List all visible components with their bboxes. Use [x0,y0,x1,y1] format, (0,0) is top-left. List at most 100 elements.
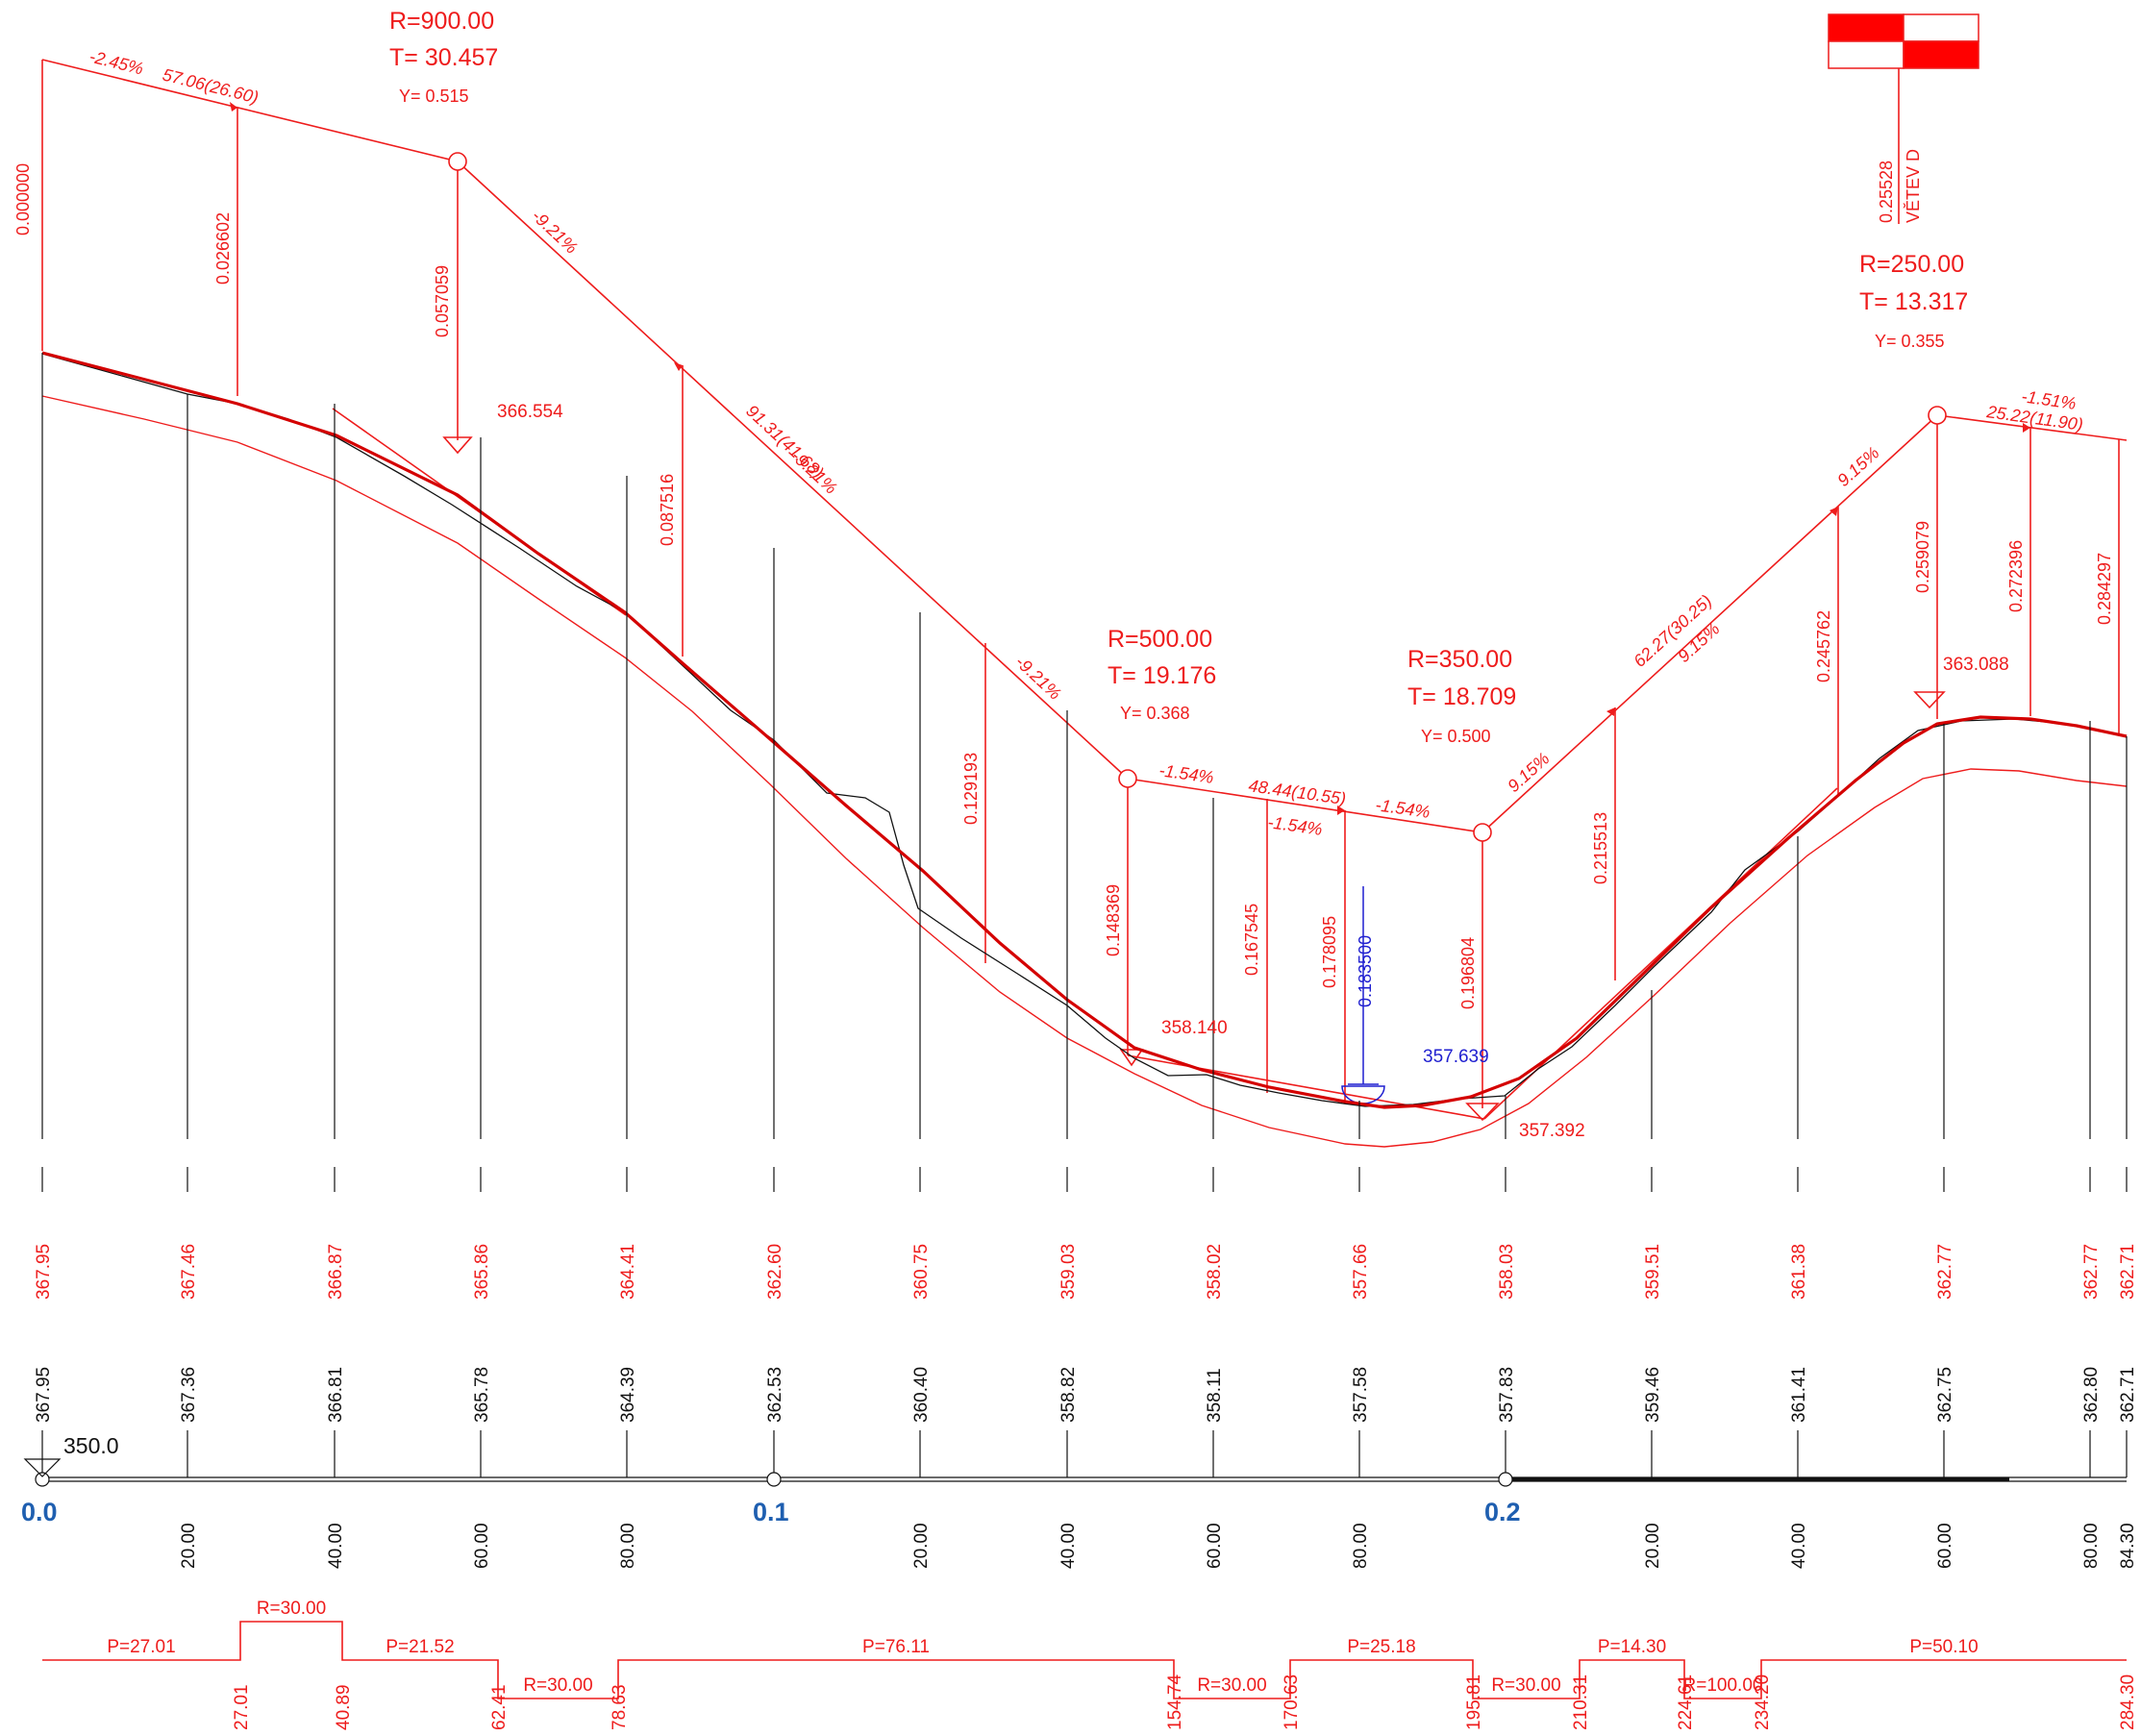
terrain-level-label: 361.41 [1789,1367,1809,1423]
alignment-segment-label: R=30.00 [1491,1675,1560,1696]
datum-triangle [23,1458,62,1477]
curve-radius: R=900.00 [389,8,494,35]
alignment-segment-label: P=27.01 [107,1637,175,1657]
alignment-break-label: 210.31 [1571,1674,1591,1730]
design-level-label: 362.71 [2118,1244,2138,1300]
curve-chord [1483,787,1838,1120]
alignment-break-label: 154.74 [1165,1674,1185,1730]
curve-level: 358.140 [1161,1018,1228,1038]
curve-level: 357.392 [1519,1121,1585,1141]
design-level-label: 361.38 [1789,1244,1809,1300]
chainage-label: 80.00 [618,1523,638,1569]
curve-tangent: T= 18.709 [1407,683,1516,710]
design-level-label: 360.75 [911,1244,932,1300]
chainage-major-label: 0.2 [1484,1498,1521,1526]
design-level-label: 359.03 [1058,1244,1079,1300]
alignment-break-label: 170.63 [1282,1674,1302,1730]
curve-tangent: T= 30.457 [389,44,498,71]
pvi-circle [448,152,467,171]
terrain-level-label: 360.40 [911,1367,932,1423]
ordinate-label: 0.259079 [1913,521,1932,593]
grade-arrows [230,102,2030,815]
alignment-segment-label: R=30.00 [1197,1675,1266,1696]
terrain-level-label: 367.36 [179,1367,199,1423]
alignment-break-label: 78.63 [610,1684,630,1730]
terrain-level-label: 357.83 [1497,1367,1517,1423]
chainage-label: 84.30 [2118,1523,2138,1569]
ordinate-label: 0.196804 [1458,937,1478,1009]
alignment-break-label: 40.89 [334,1684,354,1730]
tangent-polyline [41,59,2128,833]
curve-radius: R=500.00 [1108,626,1212,653]
chainage-label: 20.00 [1643,1523,1663,1569]
chainage-label: 80.00 [2081,1523,2102,1569]
design-level-label: 358.02 [1205,1244,1225,1300]
terrain-level-label: 359.46 [1643,1367,1663,1423]
design-level-label: 357.66 [1351,1244,1371,1300]
ordinate-label: 0.167545 [1242,904,1261,976]
alignment-break-label: 62.41 [489,1684,510,1730]
alignment-step-line [42,1621,2127,1699]
terrain-level-label: 357.58 [1351,1367,1371,1423]
chainage-label: 40.00 [326,1523,346,1569]
alignment-segment-label: R=100.00 [1683,1675,1763,1696]
curve-y: Y= 0.515 [399,87,469,106]
ordinate-label: 0.215513 [1591,812,1610,884]
terrain-level-label: 358.82 [1058,1367,1079,1423]
ordinate-label: 0.026602 [213,212,233,285]
grade-label: -2.45% [87,46,145,78]
pvi-circle [1473,823,1492,842]
grade-label: 9.15% [1504,749,1553,796]
chainage-label: 40.00 [1789,1523,1809,1569]
design-profile [41,351,2128,1109]
alignment-band: P=27.01 R=30.00 P=21.52 R=30.00 P=76.11 R=30.… [42,1599,2138,1730]
terrain-level-label: 362.71 [2118,1367,2138,1423]
level-triangle [442,436,473,455]
ordinate-label: 0.284297 [2095,553,2114,625]
design-level-label: 367.46 [179,1244,199,1300]
ordinate-label: 0.178095 [1320,916,1339,988]
alignment-segment-label: P=76.11 [862,1637,930,1657]
pvi-circle [1928,406,1947,425]
alignment-segment-label: R=30.00 [523,1675,592,1696]
low-point-ordinate: 0.183500 [1356,935,1375,1007]
chainage-major-label: 0.0 [21,1498,58,1526]
terrain-level-label: 362.80 [2081,1367,2102,1423]
curve-level: 363.088 [1943,655,2009,675]
grade-label: -1.54% [1266,812,1323,839]
alignment-break-label: 234.20 [1753,1674,1773,1730]
low-point-level: 357.639 [1423,1047,1489,1067]
ordinate-labels: 0.000000 0.026602 0.057059 0.087516 0.12… [13,149,2114,1009]
curve-y: Y= 0.368 [1120,704,1190,723]
ordinate-label: 0.057059 [433,265,452,337]
pvi-circle [1118,769,1137,788]
chainage-label: 40.00 [1058,1523,1079,1569]
grade-label: -1.54% [1158,760,1214,787]
ordinate-label: 0.129193 [961,753,981,825]
alignment-segment-label: P=25.18 [1347,1637,1415,1657]
curve-radius: R=350.00 [1407,646,1512,673]
design-level-label: 362.77 [1935,1244,1955,1300]
design-level-label: 366.87 [326,1244,346,1300]
terrain-level-label: 364.39 [618,1367,638,1423]
level-triangle [1913,691,1946,709]
curve-tangent: T= 13.317 [1859,288,1968,315]
curve-y: Y= 0.500 [1421,727,1491,746]
datum-label: 350.0 [63,1433,119,1458]
ordinate-label: 0.000000 [13,163,33,236]
terrain-level-label: 365.78 [472,1367,492,1423]
design-level-label: 367.95 [34,1244,54,1300]
grade-label: -9.21% [528,206,581,258]
chainage-label: 20.00 [179,1523,199,1569]
branch-value: 0.25528 [1877,161,1896,223]
design-level-label: 359.51 [1643,1244,1663,1300]
chainage-major-label: 0.1 [753,1498,789,1526]
ordinate-label: 0.272396 [2006,540,2026,612]
chainage-label: 20.00 [911,1523,932,1569]
ordinate-label: 0.245762 [1814,610,1833,682]
station-lines [41,353,2128,1477]
datum-baseline [23,1458,2127,1487]
grade-labels: -2.45% 57.06(26.60) -9.21% 91.31(41.68) … [87,46,2084,838]
alignment-break-label: 224.61 [1676,1674,1696,1730]
